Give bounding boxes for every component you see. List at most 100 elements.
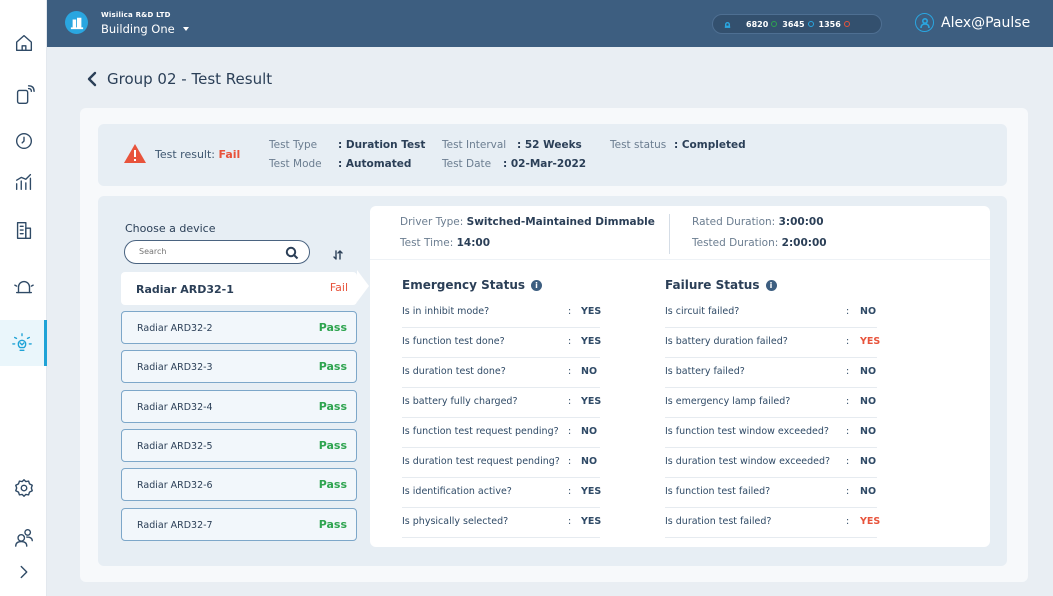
device-item[interactable]: Radiar ARD32-7 Pass: [121, 508, 357, 541]
user-menu[interactable]: Alex@Paulse: [915, 13, 1030, 32]
status-row: Is physically selected?: YES: [402, 508, 602, 538]
alert-icon: [13, 280, 34, 294]
stat-value-red: 1356: [818, 19, 841, 29]
separator: :: [568, 336, 572, 347]
test-mode-label: Test Mode: [269, 158, 322, 170]
test-interval-value: : 52 Weeks: [517, 139, 582, 151]
sort-icon[interactable]: [332, 246, 344, 260]
status-row: Is battery duration failed?: YES: [665, 328, 881, 358]
divider: [669, 214, 670, 254]
emergency-status-title: Emergency Status i: [402, 278, 543, 292]
status-value: YES: [581, 336, 602, 347]
sidebar-item-expand[interactable]: [0, 552, 47, 592]
device-item[interactable]: Radiar ARD32-2 Pass: [121, 311, 357, 344]
status-dot-red: [843, 21, 850, 27]
building-logo-icon: [65, 11, 88, 34]
building-icon: [16, 221, 31, 239]
test-mode-value: : Automated: [338, 158, 412, 170]
separator: :: [846, 396, 850, 407]
device-item[interactable]: Radiar ARD32-3 Pass: [121, 350, 357, 383]
driver-type-value: Switched-Maintained Dimmable: [466, 216, 655, 228]
chevron-down-icon[interactable]: [183, 27, 189, 31]
sidebar-item-users[interactable]: [0, 517, 47, 557]
status-row: Is function test request pending?: NO: [402, 418, 600, 448]
separator: :: [568, 306, 572, 317]
test-status-value: : Completed: [674, 139, 746, 151]
status-row: Is function test done?: YES: [402, 328, 602, 358]
emergency-light-icon: [12, 333, 32, 352]
tested-duration-label: Tested Duration:: [692, 237, 779, 249]
test-date-label: Test Date: [442, 158, 492, 170]
status-value: NO: [860, 486, 877, 497]
test-type-label: Test Type: [269, 139, 318, 151]
driver-type: Driver Type: Switched-Maintained Dimmabl…: [400, 216, 655, 228]
device-detail: [370, 206, 990, 547]
status-question: Is function test done?: [402, 336, 505, 347]
page-title: Group 02 - Test Result: [107, 70, 273, 88]
choose-device-title: Choose a device: [125, 222, 216, 235]
status-row: Is function test window exceeded?: NO: [665, 418, 877, 448]
sidebar-item-analytics[interactable]: [0, 162, 47, 202]
bulb-icon: [723, 20, 732, 29]
status-row: Is battery failed?: NO: [665, 358, 877, 388]
device-search[interactable]: [124, 240, 310, 264]
status-row: Is duration test request pending?: NO: [402, 448, 600, 478]
device-status: Pass: [318, 439, 347, 452]
sidebar: [0, 0, 47, 596]
back-arrow-icon[interactable]: [85, 71, 99, 87]
status-question: Is identification active?: [402, 486, 512, 497]
status-value: YES: [581, 306, 602, 317]
status-value: YES: [860, 336, 881, 347]
device-item-selected[interactable]: Radiar ARD32-1 Fail: [121, 272, 357, 305]
device-status: Pass: [318, 321, 347, 334]
device-status: Pass: [318, 478, 347, 491]
sidebar-item-schedule[interactable]: [0, 121, 47, 161]
test-result: Test result: Fail: [155, 148, 240, 161]
user-name: Alex@Paulse: [941, 14, 1031, 31]
users-icon: [14, 528, 33, 547]
analytics-icon: [15, 173, 31, 191]
device-item[interactable]: Radiar ARD32-6 Pass: [121, 468, 357, 501]
sidebar-item-emergency[interactable]: [0, 320, 47, 366]
failure-status-label: Failure Status: [665, 278, 760, 292]
device-item[interactable]: Radiar ARD32-4 Pass: [121, 390, 357, 423]
stat-value-blue: 3645: [782, 19, 805, 29]
search-icon[interactable]: [285, 245, 299, 260]
status-value: YES: [581, 516, 602, 527]
rated-duration-label: Rated Duration:: [692, 216, 776, 228]
building-selector[interactable]: Building One: [101, 22, 175, 36]
status-question: Is battery duration failed?: [665, 336, 788, 347]
status-question: Is function test request pending?: [402, 426, 559, 437]
selection-pointer: [357, 270, 369, 302]
device-item[interactable]: Radiar ARD32-5 Pass: [121, 429, 357, 462]
status-value: NO: [860, 306, 877, 317]
status-question: Is in inhibit mode?: [402, 306, 490, 317]
separator: :: [846, 366, 850, 377]
info-icon[interactable]: i: [531, 279, 543, 291]
sidebar-item-buildings[interactable]: [0, 210, 47, 250]
sidebar-item-devices[interactable]: [0, 75, 47, 115]
device-name: Radiar ARD32-7: [137, 520, 213, 531]
sidebar-item-settings[interactable]: [0, 468, 47, 508]
status-value: NO: [581, 456, 598, 467]
sidebar-item-alerts[interactable]: [0, 267, 47, 307]
separator: :: [568, 366, 572, 377]
status-value: NO: [860, 366, 877, 377]
warning-icon: [123, 142, 147, 166]
device-name: Radiar ARD32-3: [137, 362, 213, 373]
test-time-label: Test Time:: [400, 237, 454, 249]
status-dot-blue: [807, 21, 814, 27]
search-input[interactable]: [139, 247, 279, 256]
test-time-value: 14:00: [456, 237, 491, 249]
status-value: NO: [860, 426, 877, 437]
test-interval-label: Test Interval: [442, 139, 507, 151]
device-status: Pass: [318, 360, 347, 373]
rated-duration-value: 3:00:00: [778, 216, 824, 228]
test-time: Test Time: 14:00: [400, 237, 490, 249]
status-dot-green: [771, 21, 778, 27]
status-value: YES: [860, 516, 881, 527]
sidebar-item-home[interactable]: [0, 23, 47, 63]
separator: :: [568, 396, 572, 407]
info-icon[interactable]: i: [765, 279, 777, 291]
separator: :: [846, 426, 850, 437]
